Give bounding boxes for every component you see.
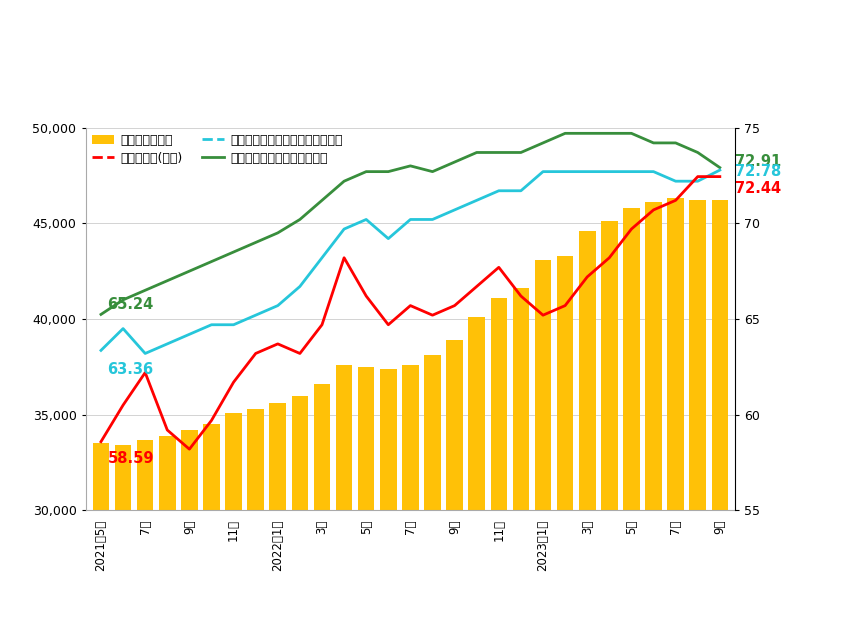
Bar bbox=[646, 202, 662, 638]
Bar bbox=[469, 317, 485, 638]
Bar bbox=[203, 424, 220, 638]
Text: 63.36: 63.36 bbox=[108, 362, 154, 377]
Bar bbox=[579, 231, 595, 638]
Bar bbox=[491, 298, 507, 638]
Text: 65.24: 65.24 bbox=[108, 297, 154, 313]
Text: 72.78: 72.78 bbox=[735, 163, 781, 179]
Bar bbox=[159, 436, 175, 638]
Bar bbox=[336, 365, 352, 638]
Bar bbox=[711, 200, 728, 638]
Bar bbox=[269, 403, 286, 638]
Bar bbox=[668, 198, 684, 638]
Bar bbox=[314, 384, 330, 638]
Bar bbox=[513, 288, 529, 638]
Bar bbox=[292, 396, 308, 638]
Bar bbox=[601, 221, 617, 638]
Bar bbox=[424, 355, 441, 638]
Bar bbox=[181, 430, 198, 638]
Text: 58.59: 58.59 bbox=[108, 451, 154, 466]
Bar bbox=[534, 260, 551, 638]
Bar bbox=[557, 256, 574, 638]
Bar bbox=[623, 208, 640, 638]
Legend: 販売中の物件数, 成約㎡単価(万円), 新規売出し物件の㎡単価（万円）, 販売中物件の㎡単価（万円）: 販売中の物件数, 成約㎡単価(万円), 新規売出し物件の㎡単価（万円）, 販売中… bbox=[91, 134, 343, 165]
Bar bbox=[137, 440, 153, 638]
Bar bbox=[380, 369, 397, 638]
Bar bbox=[402, 365, 419, 638]
Bar bbox=[247, 409, 264, 638]
Bar bbox=[226, 413, 242, 638]
Bar bbox=[115, 445, 132, 638]
Bar bbox=[358, 367, 374, 638]
Bar bbox=[689, 200, 706, 638]
Text: 72.91: 72.91 bbox=[735, 154, 781, 169]
Bar bbox=[446, 340, 463, 638]
Bar bbox=[92, 443, 109, 638]
Text: 72.44: 72.44 bbox=[735, 181, 781, 196]
